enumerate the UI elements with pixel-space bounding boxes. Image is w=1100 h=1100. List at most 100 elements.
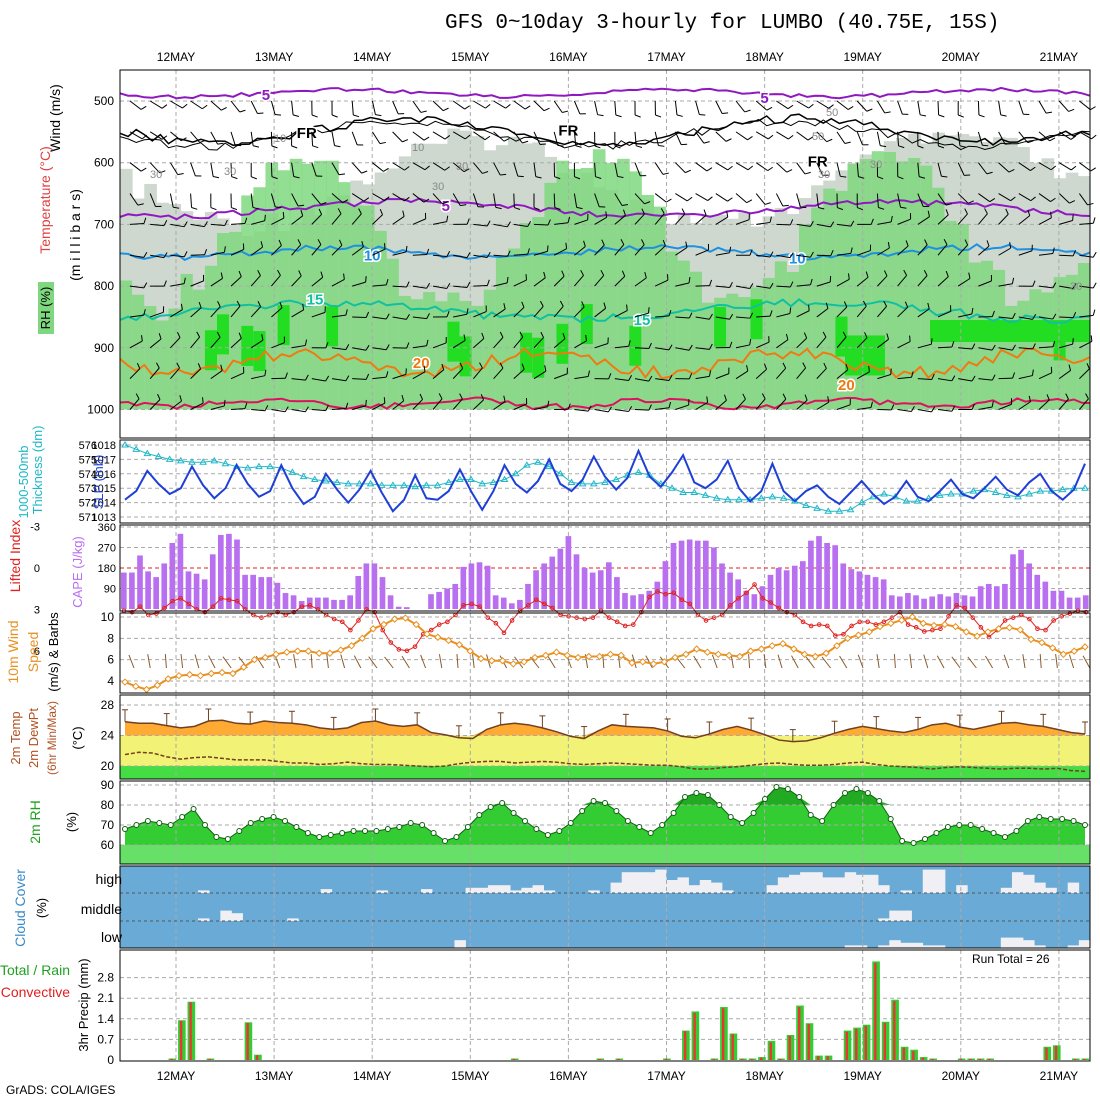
wind-barb: [230, 222, 246, 225]
wind-barb: [311, 276, 324, 287]
wind-barb-flag: [282, 212, 285, 219]
wind-speed-marker: [865, 628, 873, 636]
wind-barb: [897, 245, 909, 256]
wind-barb: [453, 313, 468, 318]
wind-barb-flag: [159, 170, 166, 174]
rh-mid-cell: [786, 271, 800, 410]
li-marker: [978, 625, 984, 630]
cape-bar: [872, 577, 879, 609]
cape-bar: [500, 597, 507, 609]
wind-barb-flag: [499, 331, 504, 338]
wind-barb: [574, 219, 588, 225]
wind-barb-flag: [880, 145, 887, 148]
li-marker: [299, 604, 305, 609]
cloud-cell-high: [699, 880, 712, 893]
wind-barb-flag: [402, 210, 405, 217]
wind-speed-marker: [585, 652, 593, 661]
wind-barb-flag: [338, 239, 343, 246]
wind-barb: [271, 307, 283, 318]
slp-tick: 1018: [92, 440, 116, 452]
wind-barb-flag: [785, 333, 789, 340]
wind-speed-marker: [1027, 635, 1035, 644]
cloud-cell-high: [521, 887, 533, 893]
wind-speed-marker: [552, 648, 561, 656]
thickness-marker: [723, 495, 732, 503]
precip-conv-bar: [978, 1058, 982, 1060]
wind-barb: [513, 336, 524, 349]
wind-barb: [493, 162, 501, 176]
wind-barb-10m: [293, 654, 297, 669]
wind-barb-flag: [945, 270, 949, 277]
wind-barb-flag: [559, 300, 564, 307]
precip-conv-bar: [170, 1058, 173, 1060]
wind-barb-flag: [744, 109, 751, 113]
li-marker: [606, 615, 612, 620]
wind-barb-flag: [567, 216, 571, 223]
wind-barb: [836, 131, 846, 144]
isotherm-5-lower: [119, 197, 1091, 221]
thickness-marker: [612, 475, 621, 483]
rh-mid-cell: [168, 308, 182, 410]
wind-barb: [654, 193, 667, 203]
thickness-marker: [824, 507, 833, 514]
wind-barb-flag: [466, 252, 471, 258]
cape-bar: [355, 575, 362, 609]
rh-marker: [899, 838, 906, 844]
wind-barb: [776, 131, 789, 140]
wind-barb-flag: [763, 363, 768, 370]
rh-marker: [830, 802, 837, 808]
cloud-cell-high: [644, 872, 656, 893]
wind-barb-flag: [918, 176, 926, 179]
wind-barb: [614, 275, 626, 287]
wind-barb-flag: [1072, 250, 1077, 257]
axis-label-rh-unit: (%): [64, 812, 79, 832]
wind-barb-flag: [298, 204, 305, 207]
wind-barb: [452, 398, 463, 410]
wind-barb-10m: [128, 654, 135, 669]
wind-barb-flag: [1085, 393, 1089, 400]
wind-barb: [634, 312, 649, 318]
wind-barb-flag: [968, 272, 971, 279]
wind-barb: [675, 282, 690, 287]
wind-speed-marker: [941, 620, 949, 629]
wind-barb: [533, 277, 546, 287]
rh-marker: [122, 826, 128, 832]
axis-label-wind: Wind (m/s): [47, 84, 63, 152]
thickness-marker: [154, 452, 163, 460]
cloud-cell-middle: [900, 910, 912, 921]
slp-tick: 1016: [92, 469, 116, 481]
wind-barb: [776, 367, 787, 379]
wind-barb-flag: [426, 313, 430, 319]
wind-barb: [190, 402, 204, 410]
wind-barb-flag: [1090, 335, 1093, 342]
thickness-tick: 576: [79, 440, 97, 452]
wind-speed-marker: [509, 660, 518, 668]
wind-barb-flag: [1091, 134, 1097, 140]
wind-barb-flag: [277, 269, 281, 276]
wind-barb-10m: [909, 654, 913, 669]
wind-speed-marker: [995, 625, 1003, 633]
cape-bar: [622, 593, 628, 609]
wind-barb-flag: [840, 175, 847, 178]
cloud-cell-high: [666, 880, 678, 893]
cape-bar: [751, 594, 758, 609]
thickness-marker: [333, 478, 341, 485]
wind-barb-flag: [155, 362, 160, 369]
wind-barb-10m: [180, 654, 184, 669]
wind-barb: [311, 193, 322, 205]
cape-bar: [193, 573, 200, 609]
wind-barb: [1038, 252, 1053, 256]
wind-barb-flag: [385, 278, 389, 286]
wind-barb-flag: [251, 176, 257, 180]
wind-barb-flag: [789, 281, 794, 288]
wind-barb: [614, 345, 629, 349]
cape-bar: [905, 593, 911, 609]
wind-barb: [129, 193, 139, 206]
li-marker: [1067, 611, 1073, 616]
wind-barb-flag: [300, 209, 304, 216]
wind-barb: [554, 373, 568, 380]
wind-barb-10m: [353, 655, 362, 669]
cloud-cell-low: [878, 945, 890, 948]
wind-barb-flag: [459, 362, 464, 369]
rh-mid-cell: [944, 220, 958, 410]
